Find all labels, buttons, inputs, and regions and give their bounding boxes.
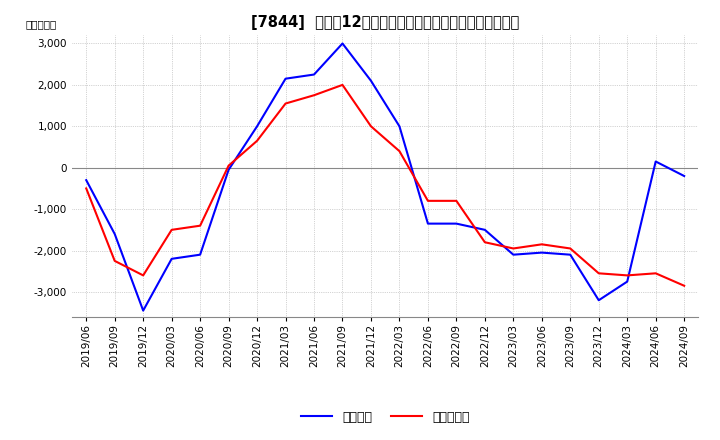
当期純利益 <box>82 186 91 191</box>
経常利益 <box>680 173 688 179</box>
当期純利益 <box>225 163 233 168</box>
経常利益 <box>366 78 375 84</box>
当期純利益 <box>423 198 432 203</box>
経常利益 <box>282 76 290 81</box>
経常利益 <box>480 227 489 232</box>
経常利益 <box>509 252 518 257</box>
当期純利益 <box>338 82 347 88</box>
当期純利益 <box>282 101 290 106</box>
当期純利益 <box>196 223 204 228</box>
Line: 当期純利益: 当期純利益 <box>86 85 684 286</box>
経常利益 <box>110 231 119 237</box>
当期純利益 <box>595 271 603 276</box>
経常利益 <box>623 279 631 284</box>
当期純利益 <box>566 246 575 251</box>
当期純利益 <box>366 124 375 129</box>
当期純利益 <box>253 138 261 143</box>
当期純利益 <box>480 240 489 245</box>
当期純利益 <box>452 198 461 203</box>
Legend: 経常利益, 当期純利益: 経常利益, 当期純利益 <box>296 406 474 429</box>
経常利益 <box>652 159 660 164</box>
経常利益 <box>537 250 546 255</box>
当期純利益 <box>623 273 631 278</box>
経常利益 <box>338 41 347 46</box>
経常利益 <box>423 221 432 226</box>
当期純利益 <box>310 92 318 98</box>
当期純利益 <box>395 149 404 154</box>
Text: （百万円）: （百万円） <box>25 19 56 29</box>
経常利益 <box>595 297 603 303</box>
当期純利益 <box>139 273 148 278</box>
当期純利益 <box>680 283 688 288</box>
当期純利益 <box>509 246 518 251</box>
当期純利益 <box>537 242 546 247</box>
経常利益 <box>395 124 404 129</box>
経常利益 <box>452 221 461 226</box>
経常利益 <box>253 124 261 129</box>
経常利益 <box>310 72 318 77</box>
経常利益 <box>167 256 176 261</box>
Title: [7844]  利益だ12か月移動合計の対前年同期増減額の推移: [7844] 利益だ12か月移動合計の対前年同期増減額の推移 <box>251 15 519 30</box>
Line: 経常利益: 経常利益 <box>86 44 684 311</box>
経常利益 <box>225 167 233 172</box>
経常利益 <box>82 177 91 183</box>
経常利益 <box>196 252 204 257</box>
当期純利益 <box>167 227 176 232</box>
当期純利益 <box>110 258 119 264</box>
経常利益 <box>139 308 148 313</box>
経常利益 <box>566 252 575 257</box>
当期純利益 <box>652 271 660 276</box>
